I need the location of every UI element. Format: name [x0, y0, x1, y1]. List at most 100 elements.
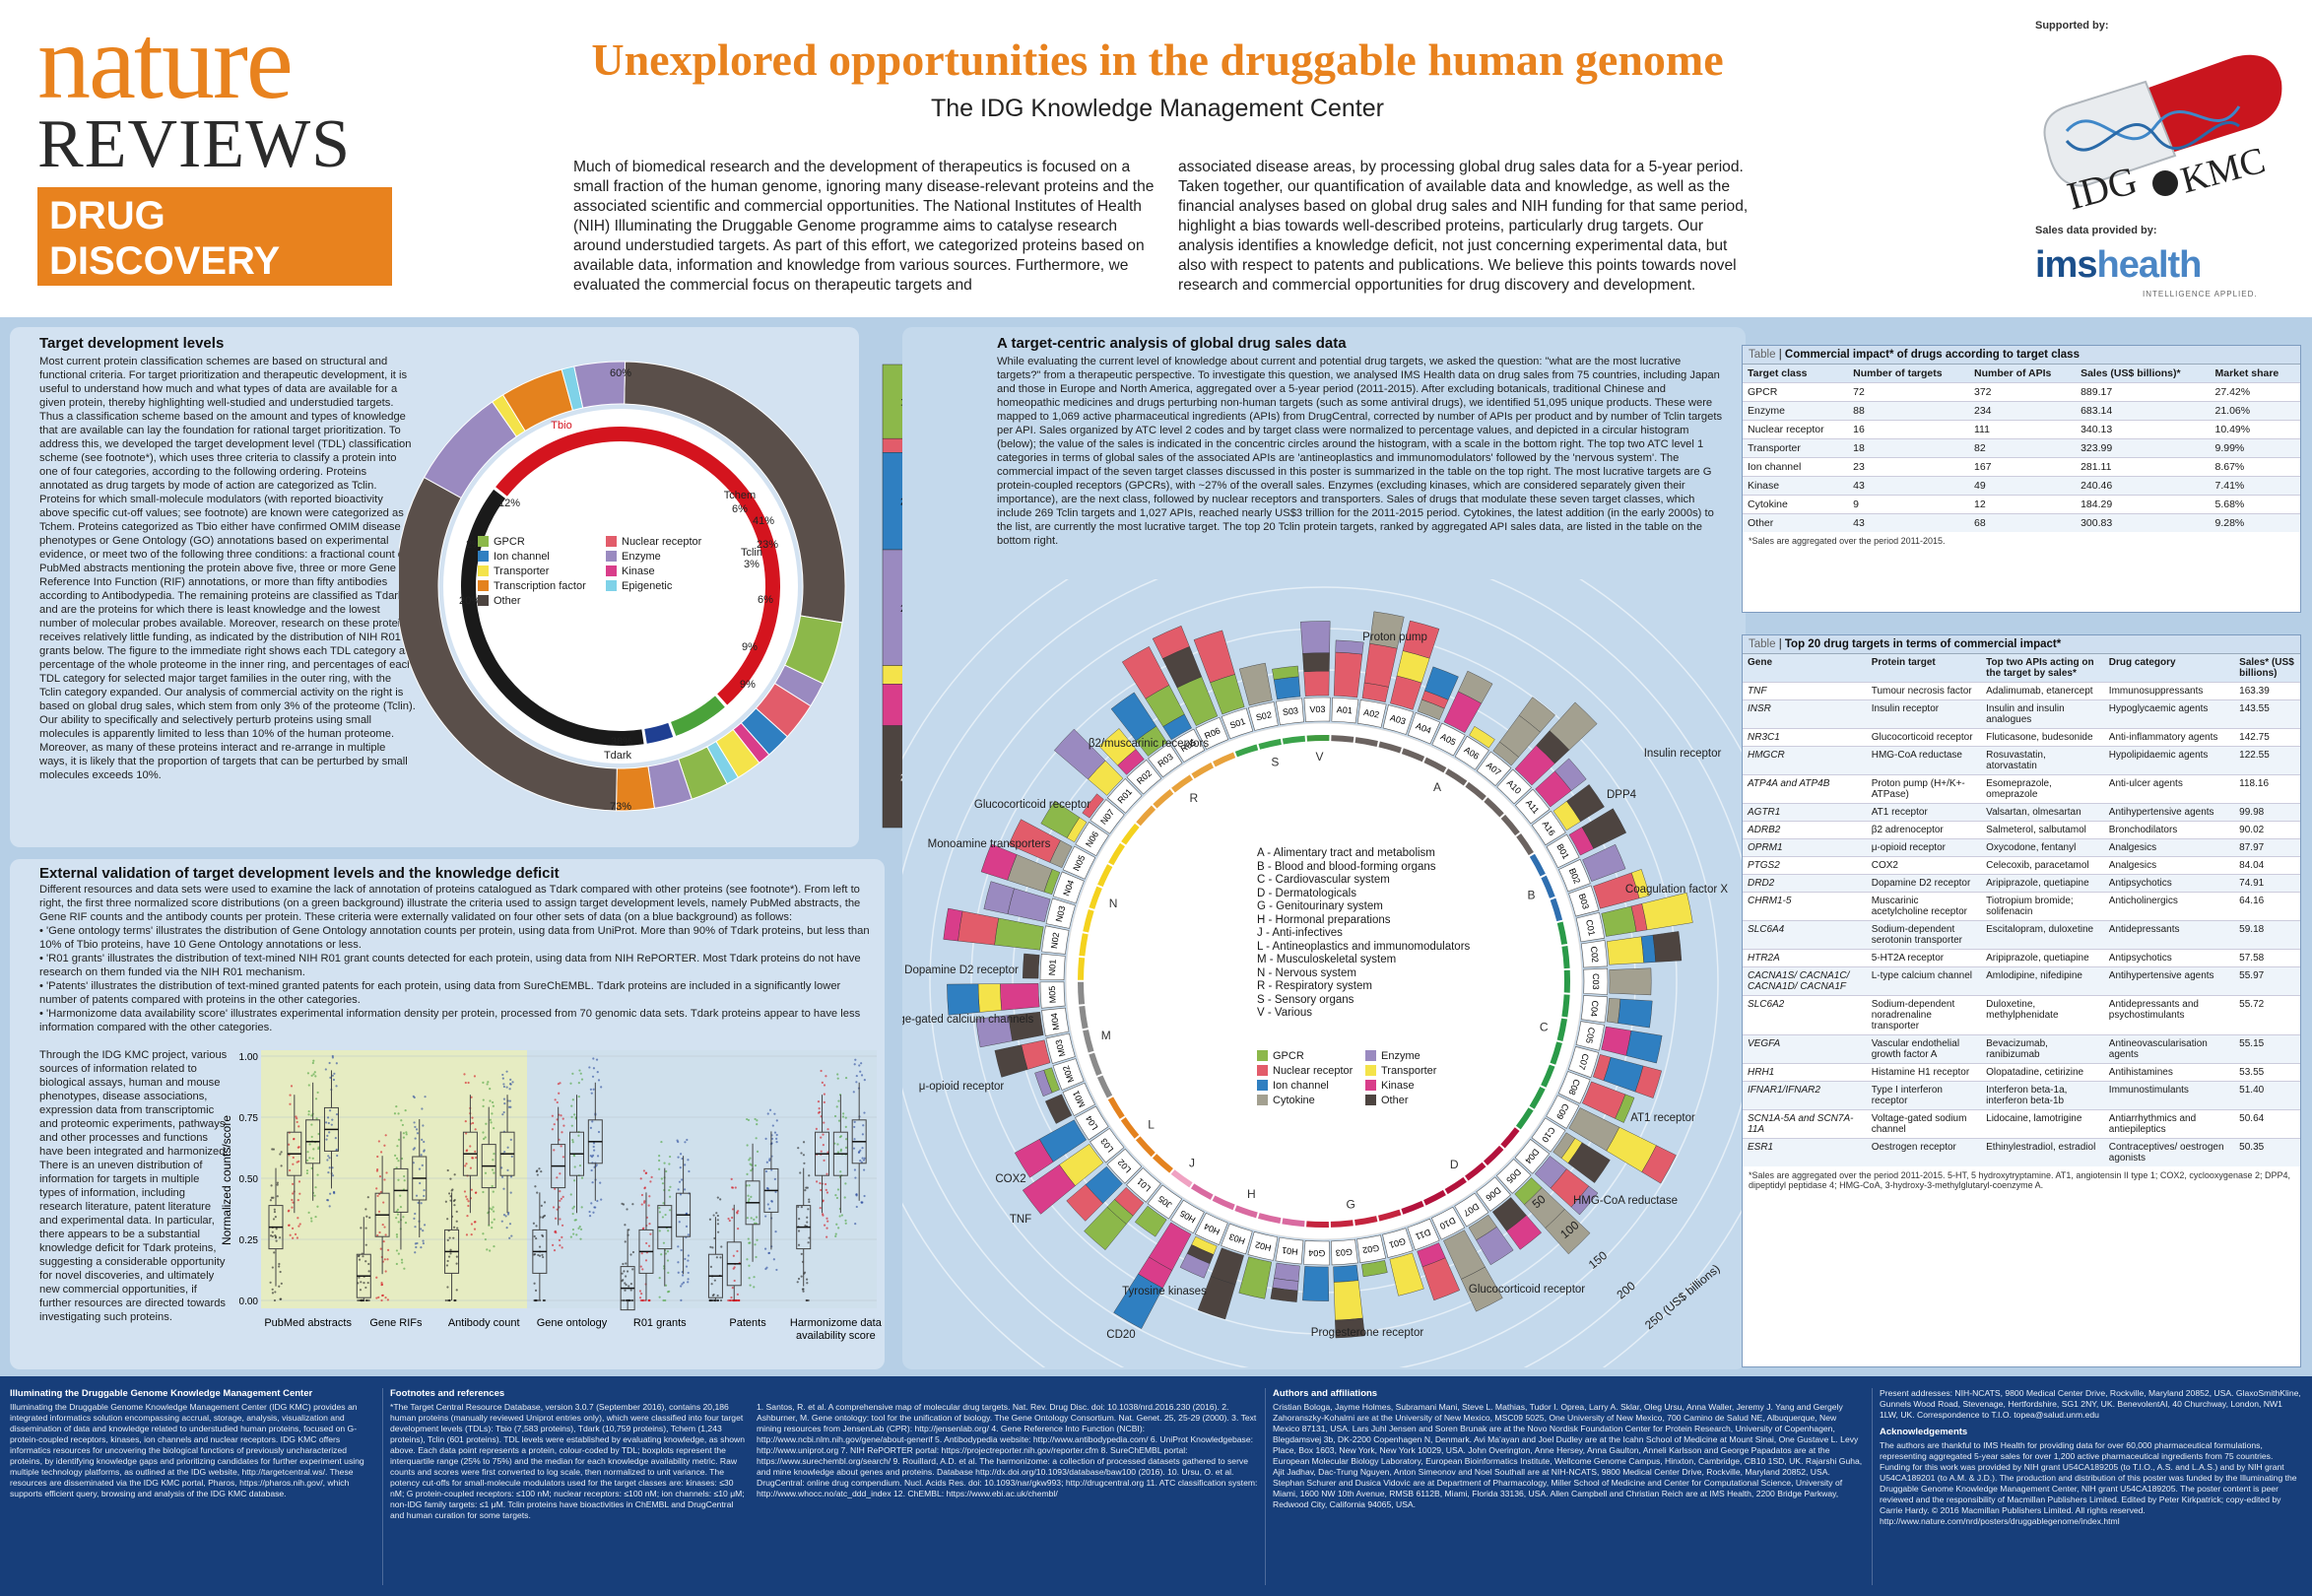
atc-code-label: A03 — [1389, 712, 1407, 726]
table-cell: Anti-inflammatory agents — [2103, 728, 2235, 747]
data-point — [489, 1249, 492, 1252]
data-point — [589, 1155, 592, 1158]
data-point — [716, 1196, 719, 1199]
table-cell: Oxycodone, fentanyl — [1981, 838, 2104, 857]
data-point — [768, 1158, 771, 1161]
atc-group-arc — [1170, 1169, 1193, 1188]
sales-bar-segment — [1581, 808, 1627, 849]
data-point — [822, 1133, 825, 1136]
legend-label: Kinase — [622, 565, 655, 577]
intro-text-right: associated disease areas, by processing … — [1178, 159, 1749, 294]
data-point — [802, 1288, 805, 1291]
data-point — [269, 1234, 273, 1237]
data-point — [854, 1058, 857, 1061]
data-point — [418, 1167, 422, 1170]
data-point — [578, 1164, 582, 1167]
data-point — [307, 1109, 310, 1113]
data-point — [420, 1154, 423, 1157]
atc-group-arc — [1465, 1162, 1486, 1181]
data-point — [273, 1298, 277, 1302]
data-point — [648, 1298, 651, 1302]
table-row: SCN1A-5A and SCN7A-11A Voltage-gated sodi… — [1743, 1109, 2300, 1139]
data-point — [802, 1154, 806, 1157]
data-point — [491, 1112, 494, 1115]
data-point — [326, 1134, 329, 1137]
data-point — [661, 1216, 665, 1219]
data-point — [298, 1223, 301, 1226]
atc-code-label: C07 — [1576, 1052, 1590, 1071]
target-label: Tyrosine kinases — [1122, 1286, 1207, 1297]
data-point — [579, 1237, 582, 1240]
data-point — [314, 1075, 317, 1078]
data-point — [298, 1192, 301, 1195]
data-point — [806, 1216, 809, 1219]
data-point — [559, 1244, 561, 1247]
data-point — [643, 1200, 646, 1203]
data-point — [447, 1192, 451, 1195]
pill-capsule-icon — [2043, 54, 2282, 187]
data-point — [314, 1186, 317, 1189]
footer-idg-text: Illuminating the Druggable Genome Knowle… — [10, 1402, 364, 1498]
data-point — [335, 1085, 338, 1088]
data-point — [493, 1218, 495, 1221]
table-cell: 7.41% — [2210, 476, 2300, 496]
table-cell: 10.49% — [2210, 420, 2300, 439]
sales-bar-segment — [1084, 1207, 1127, 1250]
legend-item: Ion channel — [478, 549, 606, 564]
legend-label: Ion channel — [1273, 1079, 1329, 1092]
target-label: Coagulation factor X — [1625, 884, 1729, 896]
sales-bar-segment — [1302, 1266, 1330, 1301]
data-point — [465, 1195, 468, 1198]
data-point — [368, 1216, 371, 1219]
data-point — [571, 1098, 574, 1101]
data-point — [273, 1210, 277, 1214]
data-point — [422, 1124, 425, 1127]
table-cell: Other — [1743, 513, 1849, 532]
atc-group-letter: L — [1148, 1118, 1155, 1132]
atc-group-arc — [1152, 1154, 1173, 1173]
data-point — [677, 1188, 680, 1191]
data-point — [423, 1189, 426, 1192]
data-point — [753, 1286, 756, 1289]
data-point — [465, 1163, 468, 1165]
data-point — [556, 1118, 559, 1121]
table-cell: 21.06% — [2210, 401, 2300, 421]
data-point — [504, 1215, 507, 1218]
atc-legend-item: V - Various — [1257, 1007, 1313, 1019]
data-point — [291, 1227, 295, 1230]
legend-label: Epigenetic — [622, 579, 673, 592]
data-point — [543, 1201, 547, 1204]
data-point — [489, 1088, 492, 1091]
outer-percent-label: 9% — [742, 641, 758, 653]
data-point — [484, 1237, 487, 1241]
data-point — [666, 1259, 670, 1262]
data-point — [415, 1194, 419, 1197]
data-point — [719, 1198, 722, 1201]
data-point — [489, 1118, 492, 1121]
data-point — [484, 1136, 487, 1139]
atc-group-arc — [1135, 1136, 1156, 1158]
table-cell: Rosuvastatin, atorvastatin — [1981, 746, 2104, 775]
data-point — [570, 1124, 573, 1127]
data-point — [839, 1148, 843, 1151]
data-point — [358, 1298, 362, 1302]
atc-code-label: C02 — [1589, 946, 1601, 963]
data-point — [591, 1181, 594, 1184]
blue-background — [527, 1050, 877, 1308]
data-point — [593, 1206, 596, 1209]
data-point — [453, 1204, 456, 1207]
table1-tag: Table — [1749, 349, 1776, 361]
data-point — [590, 1092, 593, 1095]
data-point — [307, 1113, 310, 1116]
data-point — [280, 1282, 283, 1285]
legend-swatch — [478, 580, 489, 591]
data-point — [863, 1111, 866, 1114]
table-cell: DRD2 — [1743, 874, 1867, 893]
class-legend-item: Cytokine — [1257, 1093, 1365, 1107]
atc-code-cell — [1090, 1127, 1125, 1164]
data-point — [860, 1062, 863, 1065]
data-point — [734, 1186, 737, 1189]
validation-boxplot-chart: Normalized counts/score 1.00 0.75 0.50 0.25… — [220, 1050, 883, 1342]
data-point — [863, 1079, 866, 1082]
data-point — [731, 1216, 734, 1220]
